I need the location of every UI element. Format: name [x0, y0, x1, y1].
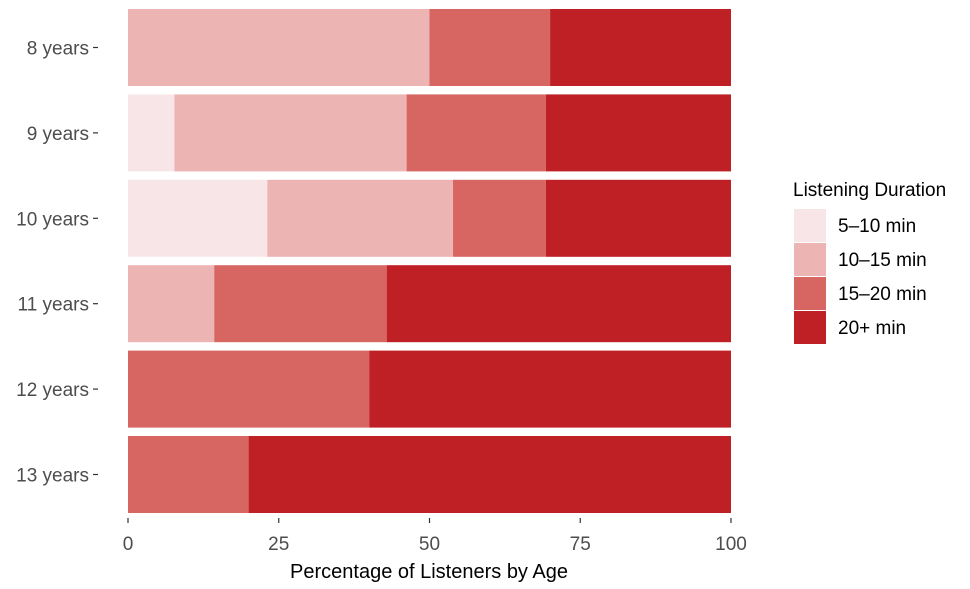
y-tick-label-10-years: 10 years	[16, 209, 89, 230]
x-axis-title: Percentage of Listeners by Age	[290, 561, 568, 583]
legend-label-20-min: 20+ min	[838, 318, 906, 339]
bar-11-years-20-min	[386, 265, 731, 343]
x-tick-label-25: 25	[268, 534, 289, 555]
legend-swatch-5-10-min	[794, 209, 826, 242]
bar-10-years-10-15-min	[267, 179, 454, 257]
legend-label-10-15-min: 10–15 min	[838, 250, 927, 271]
bar-9-years-5-10-min	[128, 94, 175, 172]
bar-10-years-5-10-min	[128, 179, 268, 257]
bar-13-years-15-20-min	[128, 436, 249, 513]
y-axis: 8 years 9 years 10 years 11 years 12 years 13…	[16, 39, 98, 487]
x-tick-label-75: 75	[570, 534, 591, 555]
y-tick-label-11-years: 11 years	[18, 295, 89, 316]
x-axis: 0 25 50 75 100	[123, 518, 747, 555]
x-tick-label-0: 0	[123, 534, 134, 555]
y-tick-label-9-years: 9 years	[27, 124, 89, 145]
bar-10-years-20-min	[545, 179, 731, 257]
bar-9-years-10-15-min	[174, 94, 407, 172]
legend-swatch-15-20-min	[794, 277, 826, 310]
bar-12-years-20-min	[369, 350, 731, 428]
bar-8-years-15-20-min	[429, 9, 551, 86]
bar-13-years-20-min	[248, 436, 731, 513]
bar-11-years-15-20-min	[214, 265, 387, 343]
legend-label-15-20-min: 15–20 min	[838, 284, 927, 305]
x-tick-label-50: 50	[419, 534, 440, 555]
bar-11-years-10-15-min	[128, 265, 215, 343]
bar-8-years-10-15-min	[128, 9, 430, 86]
bar-9-years-20-min	[545, 94, 731, 172]
legend-title: Listening Duration	[793, 180, 946, 201]
x-tick-label-100: 100	[715, 534, 747, 555]
y-tick-label-8-years: 8 years	[27, 39, 89, 60]
bar-10-years-15-20-min	[453, 179, 546, 257]
bar-8-years-20-min	[550, 9, 731, 86]
y-tick-label-13-years: 13 years	[16, 466, 89, 487]
bar-12-years-15-20-min	[128, 350, 370, 428]
legend: Listening Duration 5–10 min 10–15 min 15–2…	[793, 180, 946, 344]
legend-label-5-10-min: 5–10 min	[838, 216, 916, 237]
legend-swatch-10-15-min	[794, 243, 826, 276]
legend-swatch-20-min	[794, 311, 826, 344]
y-tick-label-12-years: 12 years	[16, 380, 89, 401]
bars-layer	[128, 9, 731, 513]
bar-9-years-15-20-min	[406, 94, 546, 172]
